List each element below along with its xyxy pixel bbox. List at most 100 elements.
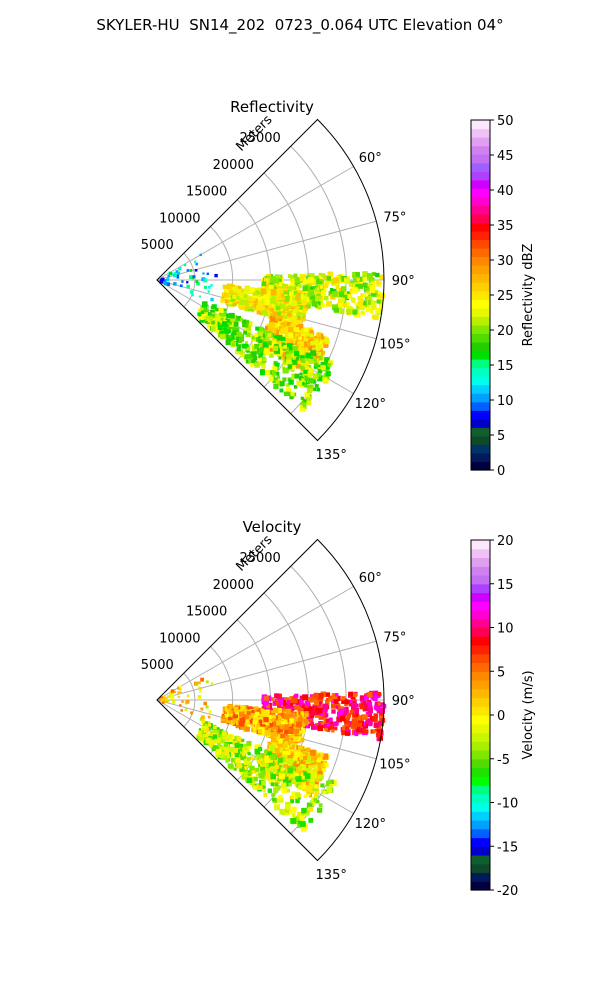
echo-cell <box>319 774 324 780</box>
echo-cell <box>356 310 360 314</box>
echo-cell <box>371 272 376 276</box>
echo-cell <box>356 277 360 281</box>
echo-cell <box>241 753 246 757</box>
echo-cell <box>293 743 298 748</box>
echo-cell <box>307 343 311 347</box>
echo-cell <box>239 299 245 305</box>
echo-cell <box>244 778 248 782</box>
echo-cell <box>242 324 246 328</box>
echo-cell <box>239 718 246 724</box>
echo-cell <box>315 761 321 767</box>
echo-cell <box>244 285 251 292</box>
colorbar-segment <box>471 758 490 769</box>
echo-cell <box>223 292 229 298</box>
echo-cell <box>210 284 213 287</box>
echo-cell <box>269 298 276 304</box>
echo-cell <box>306 273 311 277</box>
echo-cell <box>275 785 281 791</box>
echo-cell <box>217 742 221 747</box>
echo-cell <box>270 304 275 309</box>
echo-cell <box>344 699 350 705</box>
echo-cell <box>264 765 270 771</box>
echo-cell <box>243 288 249 294</box>
echo-cell <box>302 285 309 291</box>
echo-cell <box>208 316 214 321</box>
echo-cell <box>316 800 320 804</box>
echo-cell <box>288 291 294 297</box>
echo-cell <box>323 791 327 795</box>
colorbar-segment <box>471 601 490 611</box>
echo-cell <box>244 345 251 351</box>
colorbar-segment <box>471 256 490 266</box>
echo-cell <box>298 781 303 786</box>
echo-cell <box>290 323 297 330</box>
echo-cell <box>262 785 266 789</box>
echo-cell <box>309 294 315 301</box>
echo-cell <box>300 358 306 363</box>
echo-cell <box>320 365 326 370</box>
echo-cell <box>287 741 291 745</box>
echo-cell <box>183 264 187 267</box>
echo-cell <box>253 728 259 733</box>
echo-cell <box>273 383 279 390</box>
echo-cell <box>346 716 350 721</box>
echo-cell <box>268 779 274 784</box>
echo-cell <box>335 281 340 286</box>
echo-cell <box>379 292 386 299</box>
echo-cell <box>199 313 203 317</box>
echo-cell <box>276 375 281 379</box>
echo-cell <box>380 702 385 707</box>
echo-cell <box>315 296 321 302</box>
echo-cell <box>243 294 248 299</box>
echo-cell <box>274 804 280 811</box>
echo-cell <box>302 752 308 758</box>
echo-cell <box>219 746 224 751</box>
colorbar-segment <box>471 120 490 130</box>
echo-cell <box>251 359 256 364</box>
echo-cell <box>286 337 293 344</box>
echo-cell <box>271 718 276 722</box>
echo-cell <box>248 719 253 724</box>
echo-cell <box>368 300 373 305</box>
echo-cell <box>326 780 332 787</box>
echo-cell <box>283 751 287 755</box>
echo-cell <box>260 349 266 356</box>
echo-cell <box>376 299 381 304</box>
echo-cell <box>223 324 229 330</box>
echo-cell <box>315 723 319 727</box>
echo-cell <box>272 310 278 316</box>
echo-cell <box>365 718 371 724</box>
echo-cell <box>246 777 253 783</box>
colorbar-segment <box>471 645 490 655</box>
echo-cell <box>186 281 189 284</box>
echo-cell <box>300 402 306 408</box>
echo-cell <box>239 336 245 342</box>
echo-cell <box>290 392 295 397</box>
echo-cell <box>288 319 293 323</box>
echo-cell <box>270 340 276 346</box>
echo-cell <box>294 732 300 737</box>
echo-cell <box>319 760 323 765</box>
echo-cell <box>202 304 208 310</box>
echo-cell <box>243 760 248 766</box>
echo-cell <box>170 272 174 276</box>
echo-cell <box>264 755 270 761</box>
echo-cell <box>306 747 311 752</box>
echo-cell <box>173 282 177 286</box>
echo-cell <box>328 697 332 702</box>
echo-cell <box>317 367 322 371</box>
echo-cell <box>300 381 305 386</box>
echo-cell <box>303 399 307 403</box>
colorbar-segment <box>471 820 490 830</box>
echo-cell <box>228 321 232 325</box>
echo-cell <box>368 286 375 293</box>
echo-cell <box>290 746 295 750</box>
echo-cell <box>267 307 272 311</box>
echo-cell <box>318 356 323 360</box>
echo-cell <box>364 297 368 301</box>
echo-cell <box>263 710 269 717</box>
echo-cell <box>293 273 298 278</box>
echo-cell <box>280 733 285 739</box>
echo-cell <box>228 746 235 752</box>
echo-cell <box>317 352 322 356</box>
